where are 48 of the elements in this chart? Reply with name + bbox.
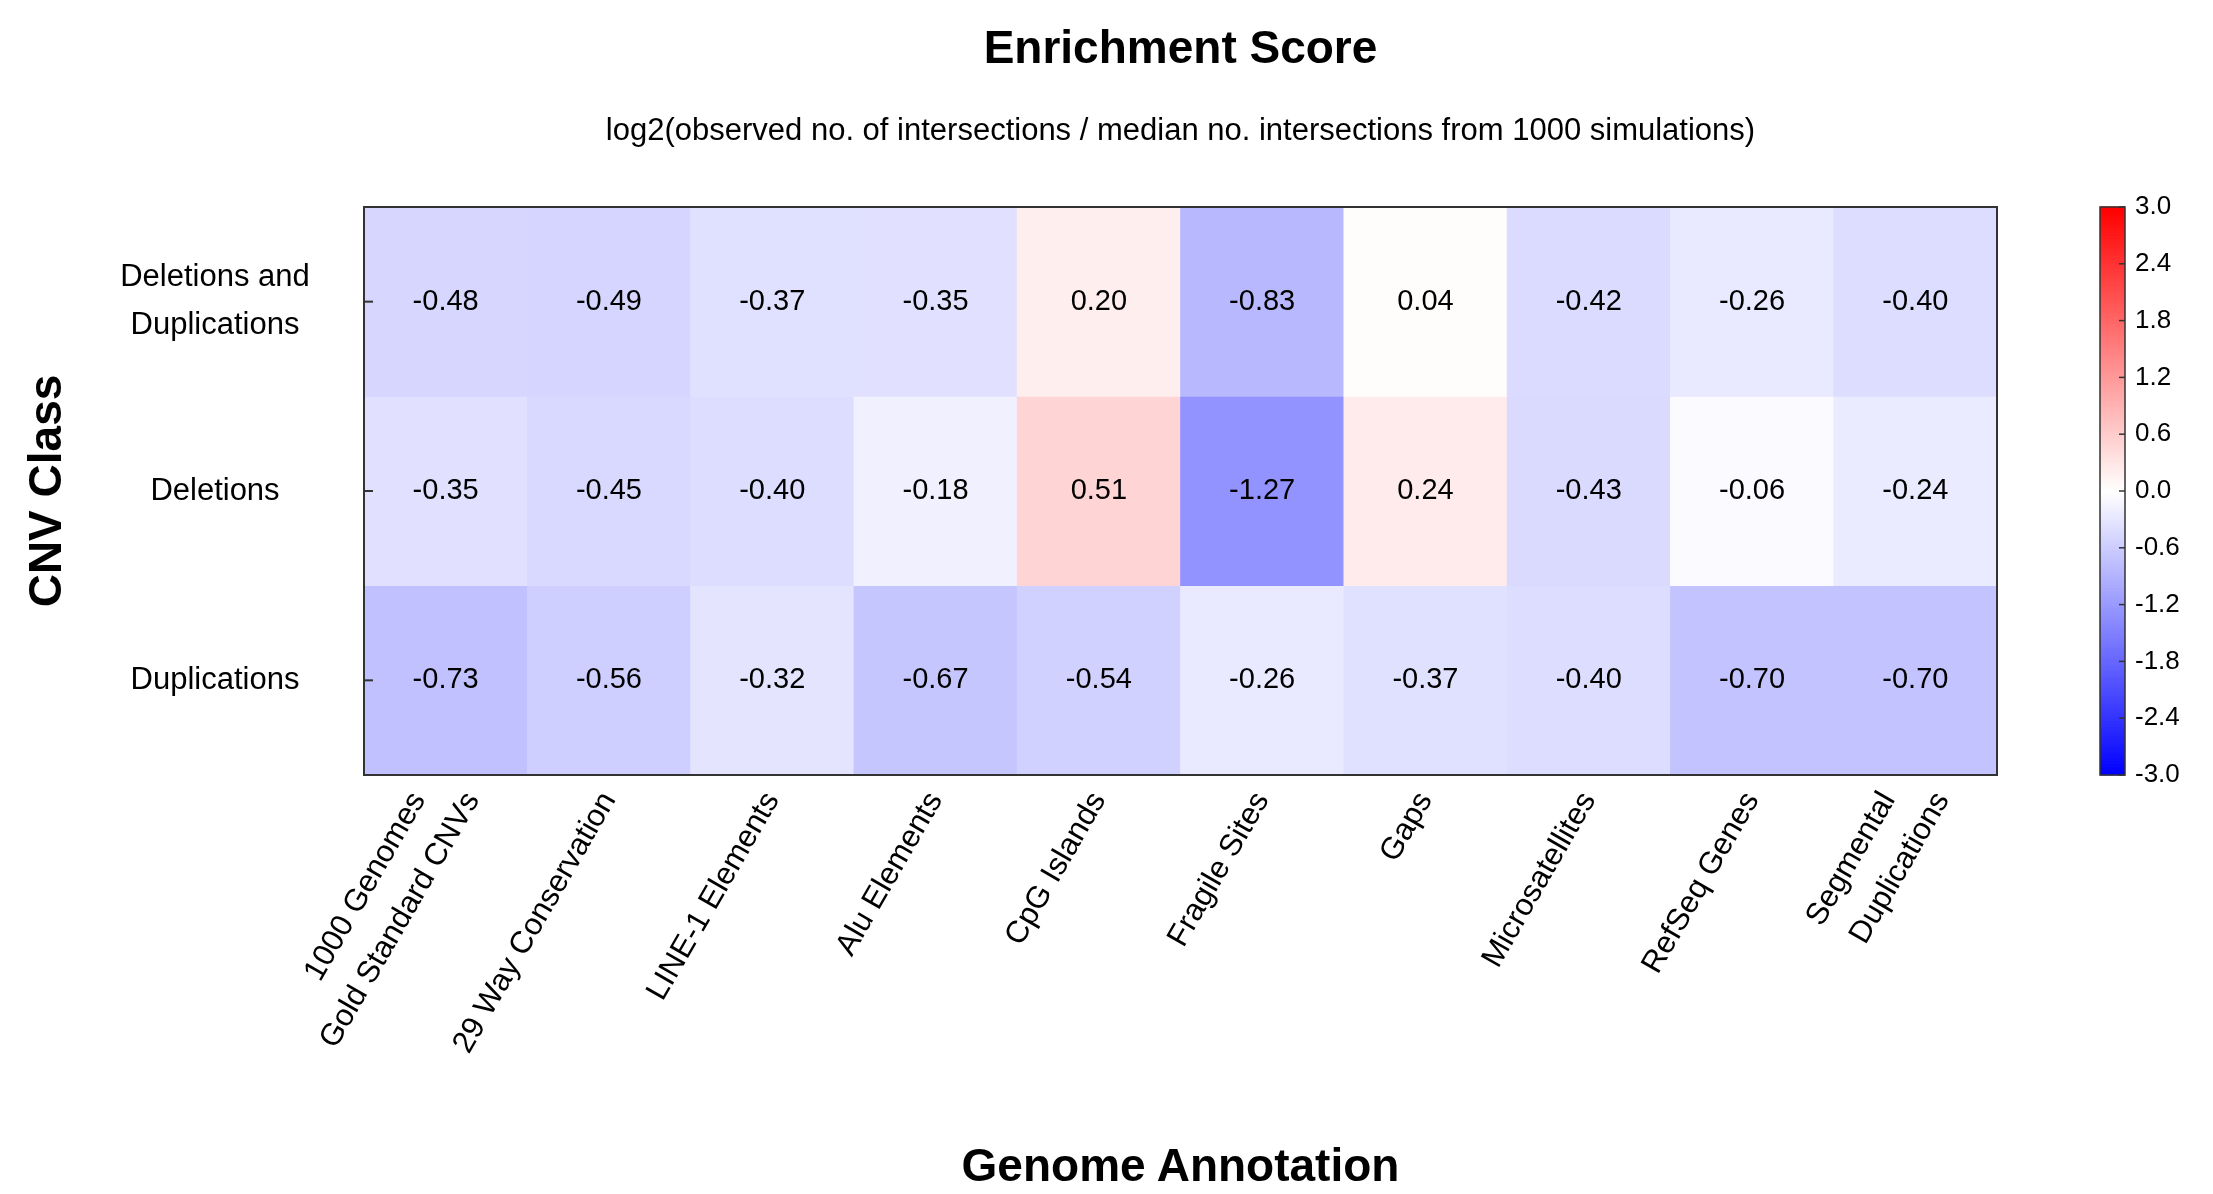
chart-title: Enrichment Score — [983, 20, 1378, 73]
color-bar-label: 1.8 — [2135, 303, 2172, 334]
data-label: 0.20 — [1070, 283, 1128, 316]
data-label: 0.24 — [1397, 473, 1454, 505]
data-label: -0.42 — [1555, 283, 1622, 316]
data-label: -0.37 — [739, 283, 806, 316]
data-label: -0.73 — [412, 662, 479, 695]
data-label: -0.43 — [1555, 473, 1622, 505]
data-label: -0.49 — [575, 283, 642, 316]
color-bar-label: 3.0 — [2135, 190, 2172, 221]
data-label: 0.51 — [1070, 473, 1128, 505]
data-label: -0.40 — [1882, 283, 1949, 316]
color-bar-label: -1.2 — [2135, 587, 2180, 618]
color-bar-label: -3.0 — [2135, 758, 2180, 789]
data-label: -0.26 — [1719, 283, 1786, 316]
data-label: -0.45 — [575, 473, 642, 505]
data-label: -0.35 — [902, 283, 969, 316]
data-label: -0.35 — [412, 473, 479, 505]
color-bar-label: -1.8 — [2135, 644, 2180, 675]
data-label: -0.70 — [1882, 662, 1949, 695]
data-label: -1.27 — [1229, 473, 1296, 505]
data-label: -0.40 — [1555, 662, 1622, 695]
data-label: -0.26 — [1229, 662, 1296, 695]
data-label: -0.56 — [575, 662, 642, 695]
data-label: -0.54 — [1065, 662, 1132, 695]
data-label: -0.40 — [739, 473, 806, 505]
data-label: -0.37 — [1392, 662, 1459, 695]
color-bar-label: 1.2 — [2135, 360, 2172, 391]
color-bar-label: -0.6 — [2135, 530, 2180, 561]
color-bar-label: 0.6 — [2135, 417, 2172, 448]
y-tick-label: Deletions — [150, 471, 280, 507]
color-bar-label: 0.0 — [2135, 474, 2172, 505]
data-label: -0.48 — [412, 283, 479, 316]
data-label: -0.06 — [1719, 473, 1786, 505]
x-axis-title: Genome Annotation — [961, 1138, 1400, 1191]
color-bar-label: 2.4 — [2135, 246, 2172, 277]
data-label: -0.70 — [1719, 662, 1786, 695]
y-axis-title: CNV Class — [18, 374, 71, 608]
data-label: 0.04 — [1397, 283, 1454, 316]
data-label: -0.67 — [902, 662, 969, 695]
color-bar-label: -2.4 — [2135, 701, 2180, 732]
data-label: -0.32 — [739, 662, 806, 695]
data-label: -0.18 — [902, 473, 969, 505]
y-tick-label: Deletions and Duplications — [120, 258, 310, 342]
y-tick-label: Duplications — [130, 660, 300, 696]
chart-subtitle: log2(observed no. of intersections / median no. intersections from 1000 simulations) — [605, 111, 1756, 147]
data-label: -0.24 — [1882, 473, 1949, 505]
data-label: -0.83 — [1229, 283, 1296, 316]
